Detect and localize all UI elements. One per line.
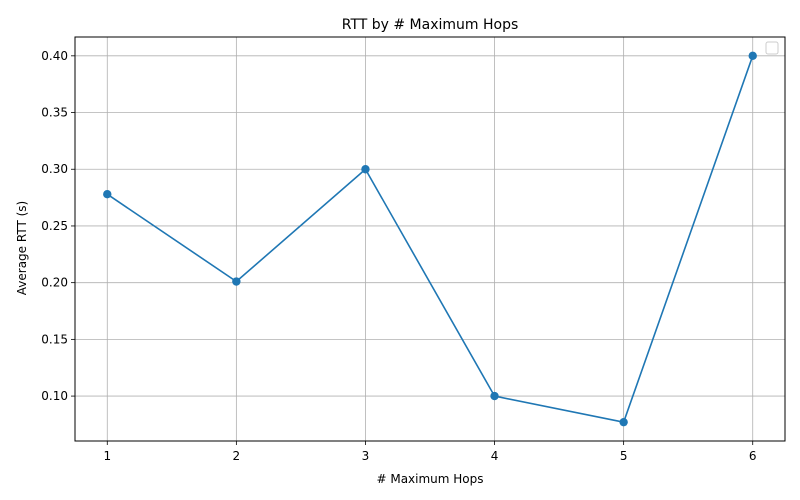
x-tick-label: 1 <box>103 449 111 463</box>
x-tick-label: 2 <box>233 449 241 463</box>
series <box>103 51 757 427</box>
x-tick-label: 6 <box>749 449 757 463</box>
ticks: 1 2 3 4 5 6 0.10 0.15 0.20 0.25 0.30 0.35 0.40 <box>41 49 756 463</box>
y-tick-label: 0.15 <box>41 332 68 346</box>
data-point <box>361 165 370 174</box>
x-tick-label: 3 <box>362 449 370 463</box>
x-tick-label: 5 <box>620 449 628 463</box>
y-tick-label: 0.30 <box>41 162 68 176</box>
grid <box>75 37 785 441</box>
data-point <box>103 189 112 199</box>
x-tick-label: 4 <box>491 449 499 463</box>
y-tick-label: 0.10 <box>41 389 68 403</box>
y-tick-label: 0.40 <box>41 49 68 63</box>
plot-frame <box>74 36 786 442</box>
legend <box>765 41 779 55</box>
data-point <box>619 417 628 427</box>
x-axis-label: # Maximum Hops <box>376 472 483 486</box>
y-tick-label: 0.25 <box>41 219 68 233</box>
series-line <box>106 55 754 424</box>
legend-box <box>765 41 779 55</box>
y-axis-label: Average RTT (s) <box>15 201 29 295</box>
data-point <box>748 51 757 61</box>
chart-title: RTT by # Maximum Hops <box>342 17 519 33</box>
y-tick-label: 0.20 <box>41 276 68 290</box>
y-tick-label: 0.35 <box>41 106 68 120</box>
data-point <box>490 391 499 401</box>
data-point <box>232 277 241 286</box>
